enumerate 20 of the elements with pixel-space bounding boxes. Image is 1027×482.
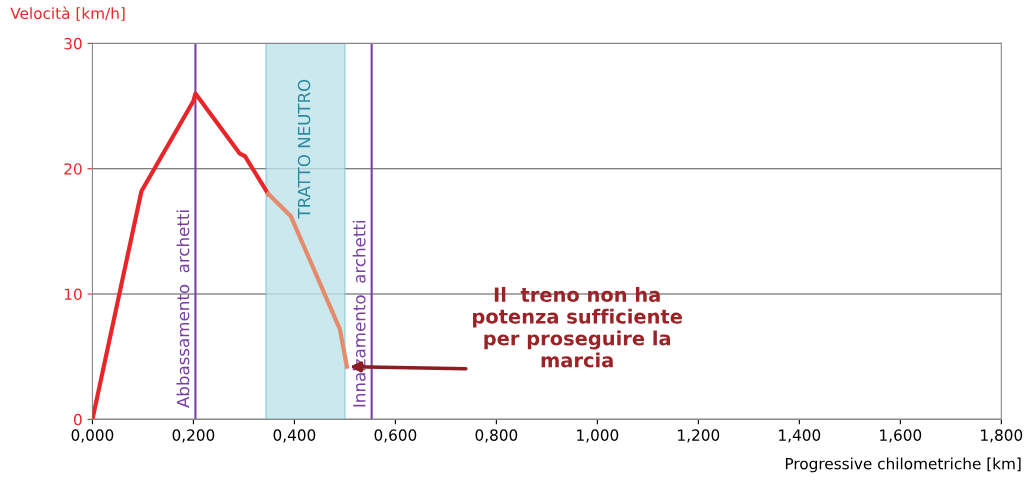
y-tick-label: 30	[64, 37, 82, 50]
x-tick-label: 0,600	[374, 429, 417, 443]
x-tick-label: 0,800	[475, 429, 518, 443]
x-tick-label: 1,000	[577, 429, 619, 443]
x-axis-title: Progressive chilometriche [km]	[785, 457, 1021, 473]
ref-line-label: Innalzamento archetti	[352, 221, 366, 407]
y-axis-title: Velocità [km/h]	[10, 6, 125, 21]
x-tick-label: 1,800	[981, 429, 1023, 443]
annotation: Il treno non ha potenza sufficiente per proseguire la marcia	[473, 286, 682, 368]
y-tick-label: 0	[73, 413, 82, 426]
y-tick-label: 20	[64, 163, 82, 175]
y-tick-label: 10	[64, 288, 82, 301]
x-tick-label: 0,400	[273, 429, 316, 443]
band-label: TRATTO NEUTRO	[297, 79, 311, 219]
x-tick-label: 1,400	[779, 429, 821, 443]
ref-line-label: Abbassamento archetti	[176, 210, 190, 408]
x-tick-label: 1,600	[880, 429, 922, 443]
x-tick-label: 1,200	[678, 429, 720, 443]
x-tick-label: 0,200	[172, 429, 215, 443]
x-tick-label: 0,000	[71, 429, 114, 443]
